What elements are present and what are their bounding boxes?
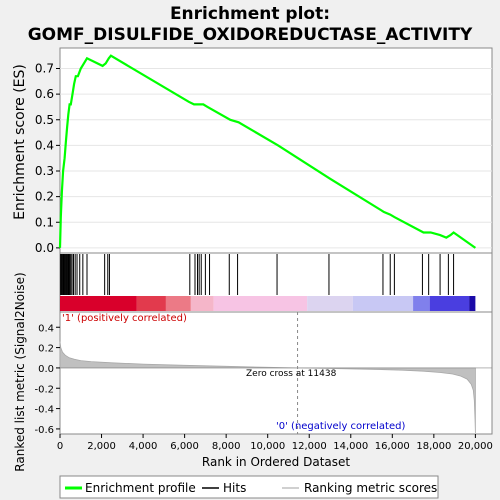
- legend-box: [59, 475, 439, 499]
- hits-group: [60, 254, 455, 295]
- zero-cross-label: Zero cross at 11438: [246, 369, 337, 379]
- x-axis-label: Rank in Ordered Dataset: [202, 455, 350, 469]
- enrichment-profile-line: [58, 54, 477, 249]
- color-bar-segment: [190, 296, 214, 311]
- x-tick-label: 20,000: [458, 441, 493, 452]
- color-bar-segment: [165, 296, 191, 311]
- es-ylabel: Enrichment score (ES): [12, 64, 28, 220]
- es-ytick-label: 0.3: [35, 164, 54, 178]
- color-bar-segment: [213, 296, 308, 311]
- x-tick-label: 0: [57, 441, 63, 452]
- es-panel: [59, 47, 493, 254]
- es-ytick-label: 0.0: [35, 241, 54, 255]
- metric-panel: [59, 311, 493, 435]
- x-tick-label: 10,000: [250, 441, 285, 452]
- es-yticks: 0.0 0.1 0.2 0.3 0.4 0.5 0.6 0.7: [35, 62, 60, 255]
- legend-label-hits: Hits: [223, 481, 246, 495]
- color-bar-segment: [413, 296, 430, 311]
- metric-ytick-label: -0.4: [34, 405, 54, 416]
- metric-yticks: -0.6 -0.4 -0.2 0.0 0.2 0.4: [34, 323, 60, 436]
- positive-correlation-label: '1' (positively correlated): [62, 313, 187, 324]
- x-tick-label: 12,000: [292, 441, 327, 452]
- chart-title-line1: Enrichment plot:: [170, 4, 330, 24]
- legend-label-enrichment: Enrichment profile: [85, 481, 196, 495]
- color-bar: [60, 296, 476, 311]
- x-tick-label: 14,000: [333, 441, 368, 452]
- metric-ytick-label: 0.0: [38, 364, 54, 375]
- es-ytick-label: 0.4: [35, 138, 54, 152]
- es-ytick-label: 0.6: [35, 87, 54, 101]
- negative-correlation-label: '0' (negatively correlated): [276, 421, 405, 432]
- color-bar-segment: [352, 296, 414, 311]
- metric-group: [59, 312, 492, 434]
- es-line-group: [58, 54, 477, 249]
- metric-ylabel: Ranked list metric (Signal2Noise): [13, 272, 27, 471]
- x-tick-label: 16,000: [375, 441, 410, 452]
- color-bar-segment: [136, 296, 166, 311]
- legend-label-ranking: Ranking metric scores: [304, 481, 437, 495]
- color-bar-segment: [429, 296, 470, 311]
- metric-ytick-label: -0.2: [34, 384, 54, 395]
- color-bar-segment: [60, 296, 137, 311]
- x-axis-ticks: 0 2,000 4,000 6,000 8,000 10,000 12,000 14,000 1…: [57, 434, 493, 452]
- es-ytick-label: 0.5: [35, 113, 54, 127]
- x-tick-label: 4,000: [129, 441, 158, 452]
- es-ytick-label: 0.7: [35, 62, 54, 76]
- es-ytick-label: 0.1: [35, 215, 54, 229]
- metric-ytick-label: 0.2: [38, 344, 54, 355]
- metric-ytick-label: -0.6: [34, 425, 54, 436]
- x-tick-label: 2,000: [87, 441, 116, 452]
- x-tick-label: 18,000: [416, 441, 451, 452]
- x-tick-label: 6,000: [170, 441, 199, 452]
- x-tick-label: 8,000: [212, 441, 241, 452]
- es-ytick-label: 0.2: [35, 190, 54, 204]
- color-bar-segment: [307, 296, 353, 311]
- chart-title-line2: GOMF_DISULFIDE_OXIDOREDUCTASE_ACTIVITY: [28, 25, 473, 45]
- metric-ytick-label: 0.4: [38, 323, 54, 334]
- color-bar-segment: [469, 296, 476, 311]
